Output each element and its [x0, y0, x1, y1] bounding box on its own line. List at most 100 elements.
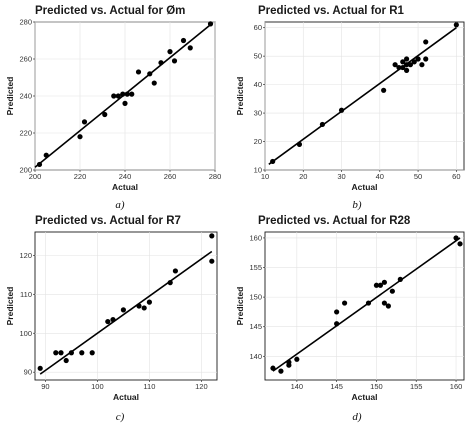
data-point: [158, 60, 164, 66]
data-point: [122, 100, 128, 106]
fit-line: [39, 250, 213, 375]
x-tick-label: 50: [414, 172, 422, 181]
data-point: [68, 350, 74, 356]
data-point: [334, 321, 340, 327]
data-point: [167, 49, 173, 55]
x-tick-label: 90: [41, 382, 49, 391]
x-tick-label: 10: [261, 172, 269, 181]
plot-area: [34, 231, 218, 381]
data-point: [296, 141, 303, 147]
data-point: [407, 62, 414, 68]
data-point: [286, 362, 292, 368]
data-point: [411, 59, 417, 65]
panel-caption: a): [115, 199, 125, 211]
data-point: [457, 241, 463, 247]
data-point: [453, 235, 459, 241]
data-point: [385, 303, 391, 309]
data-point: [396, 64, 402, 71]
data-point: [53, 350, 59, 356]
y-tick-label: 240: [19, 92, 32, 101]
data-point: [167, 280, 173, 286]
y-axis-label: Predicted: [5, 77, 15, 116]
data-point: [89, 350, 95, 356]
data-point: [79, 350, 85, 356]
data-point: [270, 365, 276, 371]
y-tick-label: 280: [19, 18, 32, 27]
data-point: [171, 58, 178, 64]
data-point: [400, 64, 406, 71]
chart-panel-1: Predicted vs. Actual for Øm 200 220 240 260 2…: [5, 5, 221, 211]
chart-panel-2: Predicted vs. Actual for R1 10 20 30 40 50 60 1…: [235, 5, 465, 211]
y-tick-label: 220: [19, 129, 32, 138]
data-point: [43, 152, 49, 158]
data-point: [415, 56, 421, 62]
data-point: [423, 39, 429, 45]
data-point: [77, 134, 83, 140]
x-tick-label: 155: [410, 382, 423, 391]
data-point: [278, 368, 284, 374]
x-tick-label: 280: [209, 172, 222, 181]
x-axis-label: Actual: [352, 392, 378, 402]
data-point: [381, 300, 387, 306]
y-tick-label: 90: [24, 368, 32, 377]
data-point: [36, 161, 43, 168]
x-tick-label: 150: [370, 382, 383, 391]
panel-caption: d): [352, 411, 362, 423]
data-point: [37, 365, 43, 371]
data-point: [381, 279, 387, 285]
data-point: [120, 307, 126, 313]
y-tick-label: 260: [19, 55, 32, 64]
data-point: [270, 158, 276, 165]
y-tick-label: 145: [249, 322, 262, 331]
data-point: [319, 121, 326, 128]
data-point: [373, 282, 380, 288]
chart-title: Predicted vs. Actual for R7: [35, 215, 181, 227]
chart-title: Predicted vs. Actual for R1: [258, 5, 405, 17]
y-tick-label: 140: [249, 352, 262, 361]
data-point: [105, 318, 111, 325]
x-tick-label: 60: [452, 172, 460, 181]
x-axis-label: Actual: [352, 182, 378, 192]
x-tick-label: 145: [330, 382, 343, 391]
data-point: [338, 107, 345, 113]
data-point: [136, 303, 142, 309]
data-point: [63, 357, 69, 364]
x-axis-label: Actual: [113, 392, 139, 402]
data-point: [392, 62, 398, 68]
y-tick-label: 200: [19, 166, 32, 175]
y-tick-label: 120: [19, 251, 32, 260]
x-tick-label: 240: [119, 172, 132, 181]
data-point: [209, 258, 215, 264]
y-tick-label: 20: [254, 137, 262, 146]
chart-panel-3: Predicted vs. Actual for R7 90 100 110 120 90…: [5, 215, 218, 423]
x-tick-label: 30: [337, 172, 345, 181]
panel-caption: b): [352, 199, 362, 211]
data-point: [58, 350, 64, 356]
y-tick-label: 150: [249, 293, 262, 302]
data-point: [207, 21, 214, 27]
x-tick-label: 200: [29, 172, 42, 181]
data-point: [110, 317, 116, 323]
x-tick-label: 220: [74, 172, 87, 181]
x-tick-label: 20: [299, 172, 307, 181]
data-point: [342, 300, 348, 306]
y-tick-label: 160: [249, 233, 262, 242]
data-point: [389, 288, 395, 294]
y-tick-label: 110: [20, 290, 32, 299]
x-tick-label: 110: [143, 382, 155, 391]
x-tick-label: 120: [195, 382, 208, 391]
y-axis-label: Predicted: [5, 287, 15, 326]
data-point: [400, 59, 406, 65]
y-tick-label: 10: [254, 166, 262, 175]
panel-caption: c): [116, 411, 125, 423]
data-point: [403, 56, 410, 62]
data-point: [172, 268, 178, 274]
y-axis-label: Predicted: [235, 287, 245, 326]
data-point: [141, 305, 147, 311]
y-tick-label: 30: [254, 109, 262, 118]
data-point: [294, 356, 300, 362]
data-point: [81, 119, 88, 125]
data-point: [419, 62, 425, 68]
data-point: [403, 62, 410, 68]
